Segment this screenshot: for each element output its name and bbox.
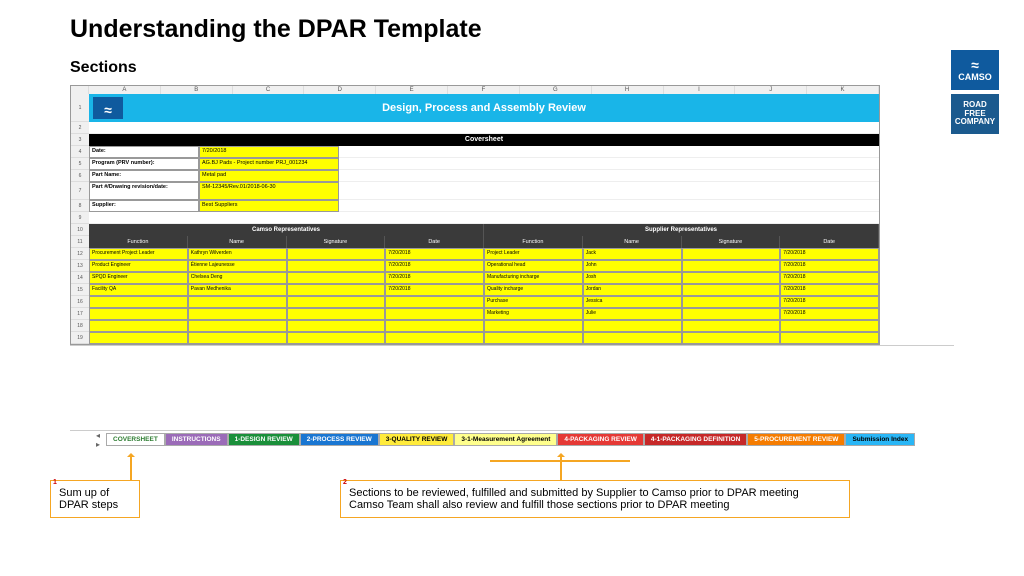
sheet-tab[interactable]: 4-1-PACKAGING DEFINITION	[644, 433, 747, 446]
page-subtitle: Sections	[70, 59, 954, 77]
spreadsheet-screenshot: ABCDEFGHIJK 1234567891011121314151617181…	[70, 85, 880, 345]
callout-1: 1 Sum up of DPAR steps	[50, 480, 140, 518]
page-title: Understanding the DPAR Template	[70, 15, 954, 44]
info-row: Part Name:Metal pad	[89, 170, 879, 182]
table-row	[89, 320, 879, 332]
tab-nav-icon[interactable]: ◂ ▸	[90, 431, 106, 449]
table-row: MarketingJulie7/20/2018	[89, 308, 879, 320]
coversheet-bar: Coversheet	[89, 134, 879, 146]
table-row: PurchaseJessica7/20/2018	[89, 296, 879, 308]
sheet-tab[interactable]: 1-DESIGN REVIEW	[228, 433, 300, 446]
info-row: Program (PRV number):AG.BJ Pads - Projec…	[89, 158, 879, 170]
sheet-tab[interactable]: Submission Index	[845, 433, 915, 446]
reps-header: Camso Representatives Supplier Represent…	[89, 224, 879, 236]
road-free-company-logo: ROADFREECOMPANY	[951, 94, 999, 134]
table-row: SPQD EngineerChelsea Deng7/20/2018Manufa…	[89, 272, 879, 284]
row-numbers: 12345678910111213141516171819	[71, 94, 89, 344]
sheet-tab[interactable]: INSTRUCTIONS	[165, 433, 228, 446]
brand-logos: ≈ CAMSO ROADFREECOMPANY	[951, 50, 999, 138]
callout-arrow-2	[560, 455, 562, 480]
table-row: Facility QAPavan Medhenika7/20/2018Quali…	[89, 284, 879, 296]
camso-logo: ≈ CAMSO	[951, 50, 999, 90]
sheet-tab[interactable]: 5-PROCUREMENT REVIEW	[747, 433, 845, 446]
reps-columns: FunctionNameSignatureDateFunctionNameSig…	[89, 236, 879, 248]
sheet-banner: ≈ Design, Process and Assembly Review	[89, 94, 879, 122]
table-row: Procurement Project LeaderKathryn Wilver…	[89, 248, 879, 260]
sheet-tab[interactable]: 3-QUALITY REVIEW	[379, 433, 455, 446]
sheet-tabs: ◂ ▸ COVERSHEETINSTRUCTIONS1-DESIGN REVIE…	[70, 430, 880, 448]
info-row: Part #/Drawing revision/date:SM-12345/Re…	[89, 182, 879, 200]
sheet-tab[interactable]: 2-PROCESS REVIEW	[300, 433, 379, 446]
sheet-tab[interactable]: 3-1-Measurement Agreement	[454, 433, 557, 446]
callout-arrow-1	[130, 455, 132, 480]
callout-2: 2 Sections to be reviewed, fulfilled and…	[340, 480, 850, 518]
table-row	[89, 332, 879, 344]
camso-mini-logo: ≈	[93, 97, 123, 119]
column-headers: ABCDEFGHIJK	[71, 86, 879, 94]
info-row: Date:7/20/2018	[89, 146, 879, 158]
info-row: Supplier:Best Suppliers	[89, 200, 879, 212]
table-row: Product EngineerÉtienne Lajeunesse7/20/2…	[89, 260, 879, 272]
sheet-tab[interactable]: COVERSHEET	[106, 433, 165, 446]
sheet-tab[interactable]: 4-PACKAGING REVIEW	[557, 433, 643, 446]
